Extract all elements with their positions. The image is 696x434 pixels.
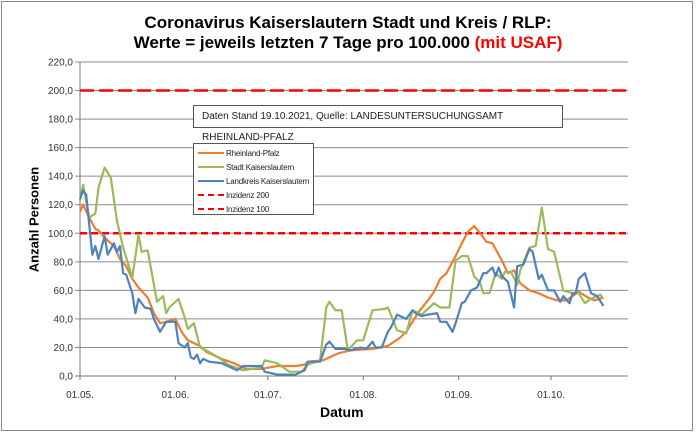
title-line-1: Coronavirus Kaiserslautern Stadt und Kre… (144, 13, 552, 32)
legend-item-inzidenz-200: Inzidenz 200 (194, 188, 313, 202)
y-tick-label: 100,0 (48, 229, 73, 240)
title-line-2-red: (mit USAF) (474, 33, 563, 52)
y-tick-label: 40,0 (54, 314, 74, 325)
series-line-landkreis-kaiserslautern (78, 189, 605, 376)
x-tick-label: 01.07. (254, 390, 282, 401)
chart-title: Coronavirus Kaiserslautern Stadt und Kre… (0, 13, 696, 53)
legend-item-landkreis: Landkreis Kaiserslautern (194, 174, 313, 188)
y-axis-label: Anzahl Personen (26, 166, 42, 273)
legend-swatch (198, 194, 224, 196)
y-tick-label: 160,0 (48, 143, 73, 154)
x-tick-label: 01.08. (349, 390, 377, 401)
legend-swatch (198, 166, 224, 168)
series-line-stadt-kaiserslautern (78, 166, 605, 373)
legend-item-rlp: Rheinland-Pfalz (194, 146, 313, 160)
y-tick-label: 120,0 (48, 200, 73, 211)
legend-label: Stadt Kaiserslautern (226, 162, 295, 172)
x-tick-label: 01.09. (445, 390, 473, 401)
y-tick-label: 80,0 (54, 257, 74, 268)
x-tick-label: 01.06. (162, 390, 190, 401)
title-line-2-main: Werte = jeweils letzten 7 Tage pro 100.0… (133, 33, 470, 52)
y-tick-label: 60,0 (54, 286, 74, 297)
legend-label: Landkreis Kaiserslautern (226, 176, 310, 186)
y-tick-label: 220,0 (48, 58, 73, 69)
legend-label: Inzidenz 100 (226, 204, 269, 214)
y-tick-label: 20,0 (54, 343, 74, 354)
legend-swatch (198, 180, 224, 182)
legend-item-inzidenz-100: Inzidenz 100 (194, 202, 313, 216)
x-tick-label: 01.05. (66, 390, 94, 401)
legend-swatch (198, 208, 224, 210)
legend: Rheinland-Pfalz Stadt Kaiserslautern Lan… (193, 143, 314, 215)
title-line-2: Werte = jeweils letzten 7 Tage pro 100.0… (0, 33, 696, 53)
legend-swatch (198, 152, 224, 154)
y-tick-label: 0,0 (59, 372, 73, 383)
x-axis-label: Datum (320, 404, 364, 420)
legend-label: Rheinland-Pfalz (226, 148, 280, 158)
y-tick-label: 180,0 (48, 115, 73, 126)
series-line-rheinland-pfalz (78, 203, 604, 370)
legend-label: Inzidenz 200 (226, 190, 269, 200)
data-source-note: Daten Stand 19.10.2021, Quelle: LANDESUN… (193, 105, 563, 143)
y-tick-label: 200,0 (48, 86, 73, 97)
y-tick-label: 140,0 (48, 172, 73, 183)
legend-item-stadt: Stadt Kaiserslautern (194, 160, 313, 174)
x-tick-label: 01.10. (537, 390, 565, 401)
